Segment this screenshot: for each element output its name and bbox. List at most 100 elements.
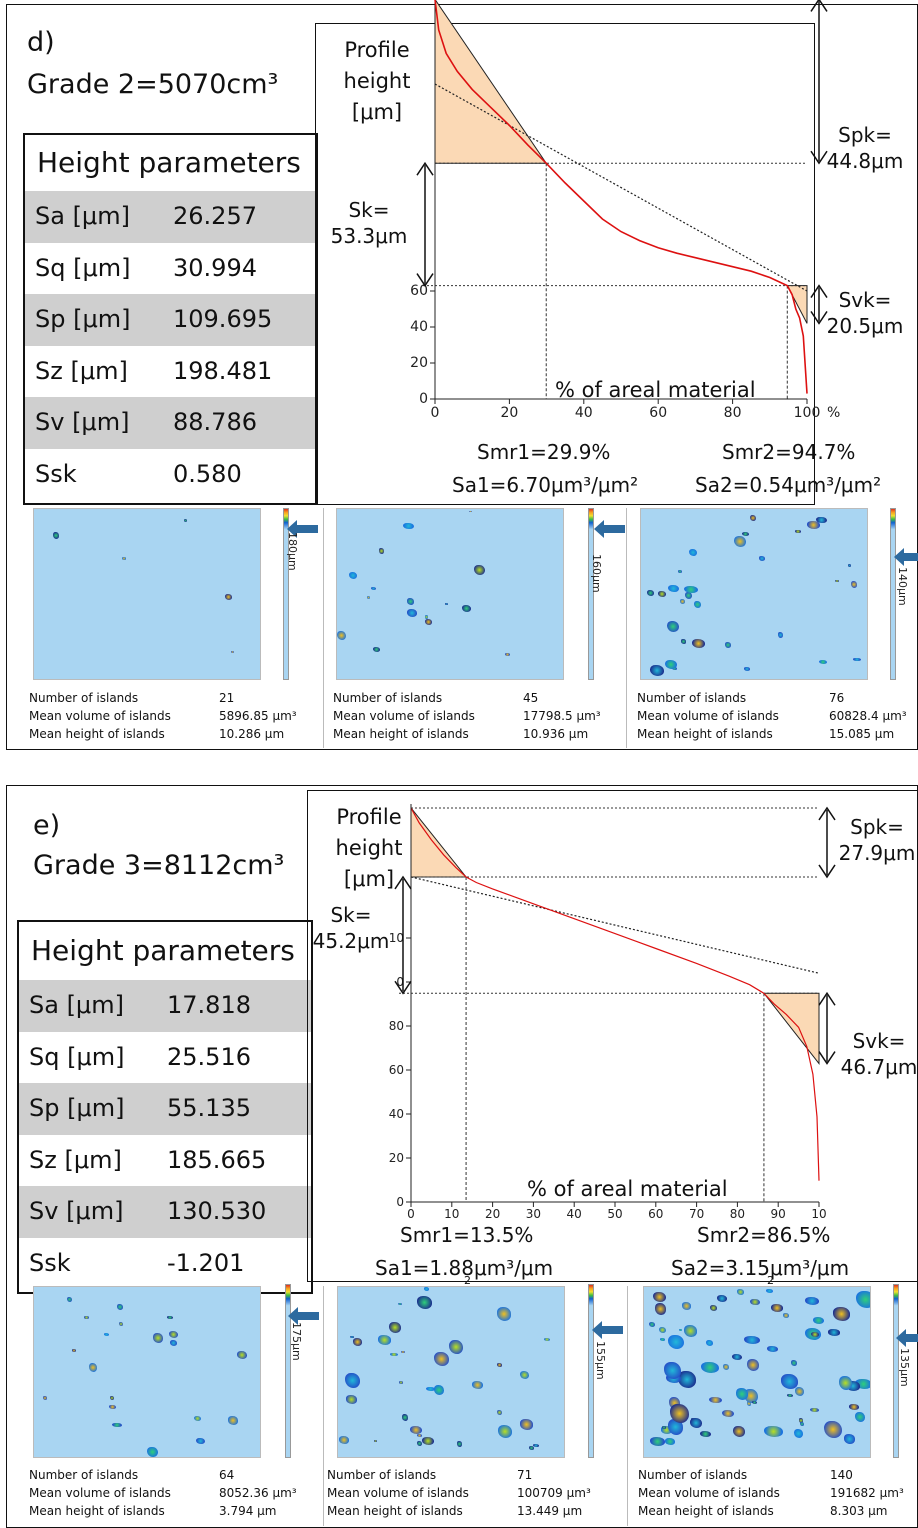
island-blob xyxy=(722,1364,729,1370)
stat-label: Mean height of islands xyxy=(29,1504,165,1518)
stat-value: 3.794 μm xyxy=(219,1504,277,1518)
x-unit-label: % xyxy=(827,405,840,421)
param-value: 88.786 xyxy=(173,408,257,437)
island-blob xyxy=(344,1372,360,1388)
spk-value: 27.9μm xyxy=(838,841,916,865)
param-name: Sz [μm] xyxy=(35,356,128,385)
spk-triangle xyxy=(410,806,468,878)
island-blob xyxy=(812,1316,825,1325)
stat-value: 10.286 μm xyxy=(219,727,285,741)
x-tick-label: 0 xyxy=(407,1207,415,1221)
y-label-line: [μm] xyxy=(351,100,403,124)
x-axis-label: % of areal material xyxy=(555,378,756,402)
smr1-label: Smr1=29.9% xyxy=(477,440,611,464)
level-label: 180μm xyxy=(286,532,299,571)
island-blob xyxy=(88,1363,98,1373)
smr1-label: Smr1=13.5% xyxy=(400,1223,534,1247)
island-blob xyxy=(401,1350,405,1354)
island-blob xyxy=(152,1333,164,1344)
island-blob xyxy=(834,579,840,583)
svk-value: 20.5μm xyxy=(826,314,904,338)
island-stats-1: Number of islands 64 Mean volume of islan… xyxy=(29,1466,319,1520)
param-value: 55.135 xyxy=(167,1094,251,1123)
y-axis-label: Profile height [μm] xyxy=(337,35,417,128)
island-blob xyxy=(710,1305,718,1312)
island-blob xyxy=(398,1381,404,1385)
island-blob xyxy=(692,638,706,648)
level-label: 175μm xyxy=(290,1322,303,1361)
island-stats-3: Number of islands 76 Mean volume of islan… xyxy=(637,689,917,743)
smr2-label: Smr2=86.5% xyxy=(697,1223,831,1247)
island-blob xyxy=(791,1360,798,1366)
stat-value: 191682 μm³ xyxy=(830,1486,904,1500)
island-blob xyxy=(504,652,510,657)
island-blob xyxy=(680,639,687,645)
island-blob xyxy=(71,1348,76,1352)
svk-arrow-head xyxy=(810,284,828,299)
level-arrow-icon xyxy=(594,520,625,538)
island-blob xyxy=(544,1337,550,1341)
island-stats-1: Number of islands 21 Mean volume of islan… xyxy=(29,689,319,743)
island-blob xyxy=(403,522,414,530)
island-blob xyxy=(736,1289,745,1296)
island-blob xyxy=(225,594,232,601)
island-blob xyxy=(497,1424,513,1439)
island-blob xyxy=(660,1426,673,1434)
island-blob xyxy=(743,1336,760,1345)
y-tick-label: 0 xyxy=(396,1195,404,1209)
island-blob xyxy=(417,1296,432,1309)
param-value: 198.481 xyxy=(173,356,273,385)
island-blob xyxy=(734,536,746,548)
param-name: Sp [μm] xyxy=(29,1094,125,1123)
island-blob xyxy=(664,1438,676,1445)
table-row: Sv [μm] 130.530 xyxy=(19,1186,311,1238)
island-blob xyxy=(352,1338,362,1346)
island-map-1 xyxy=(33,1286,261,1458)
island-blob xyxy=(681,1302,691,1310)
stat-value: 5896.85 μm³ xyxy=(219,709,297,723)
island-blob xyxy=(678,1329,683,1332)
island-blob xyxy=(377,1335,392,1346)
level-label: 135μm xyxy=(898,1348,911,1387)
x-axis-label: % of areal material xyxy=(527,1177,728,1201)
island-blob xyxy=(169,1339,178,1347)
island-blob xyxy=(426,1386,435,1392)
param-name: Sv [μm] xyxy=(29,1197,124,1226)
island-blob xyxy=(373,1439,378,1442)
table-row: Sz [μm] 198.481 xyxy=(25,346,316,398)
divider xyxy=(627,1286,628,1526)
island-blob xyxy=(345,1395,358,1404)
color-scale-bar xyxy=(283,508,289,680)
core-line xyxy=(434,83,808,292)
sk-label: Sk= 45.2μm xyxy=(311,902,391,954)
param-value: 109.695 xyxy=(173,305,273,334)
island-blob xyxy=(372,646,380,652)
chart-frame xyxy=(315,23,815,505)
y-tick-label: 40 xyxy=(389,1107,404,1121)
island-blob xyxy=(827,1329,841,1337)
abbott-curve-chart-d: 0 20 40 60 80 100 % 0 20 40 60 xyxy=(410,0,840,421)
spk-arrow-head xyxy=(818,864,836,879)
island-blob xyxy=(850,581,858,589)
smr2-label: Smr2=94.7% xyxy=(722,440,856,464)
y-tick-label: 0 xyxy=(419,391,428,407)
divider xyxy=(323,1286,324,1526)
spk-name: Spk= xyxy=(850,815,904,839)
param-name: Sz [μm] xyxy=(29,1145,122,1174)
level-arrow-icon xyxy=(896,1329,918,1347)
param-value: 26.257 xyxy=(173,202,257,230)
island-blob xyxy=(367,596,371,600)
island-blob xyxy=(66,1297,72,1303)
sk-value: 45.2μm xyxy=(312,929,390,953)
y-axis-label: Profile height [μm] xyxy=(329,802,409,895)
svk-arrow-head xyxy=(818,991,836,1006)
y-label-line: [μm] xyxy=(343,867,395,891)
color-scale-bar xyxy=(285,1284,291,1458)
island-blob xyxy=(421,1437,435,1446)
sk-name: Sk= xyxy=(348,198,390,222)
island-blob xyxy=(109,1404,117,1410)
grade-label: Grade 2=5070cm³ xyxy=(27,69,279,100)
table-title: Height parameters xyxy=(37,146,301,179)
stat-value: 13.449 μm xyxy=(517,1504,583,1518)
